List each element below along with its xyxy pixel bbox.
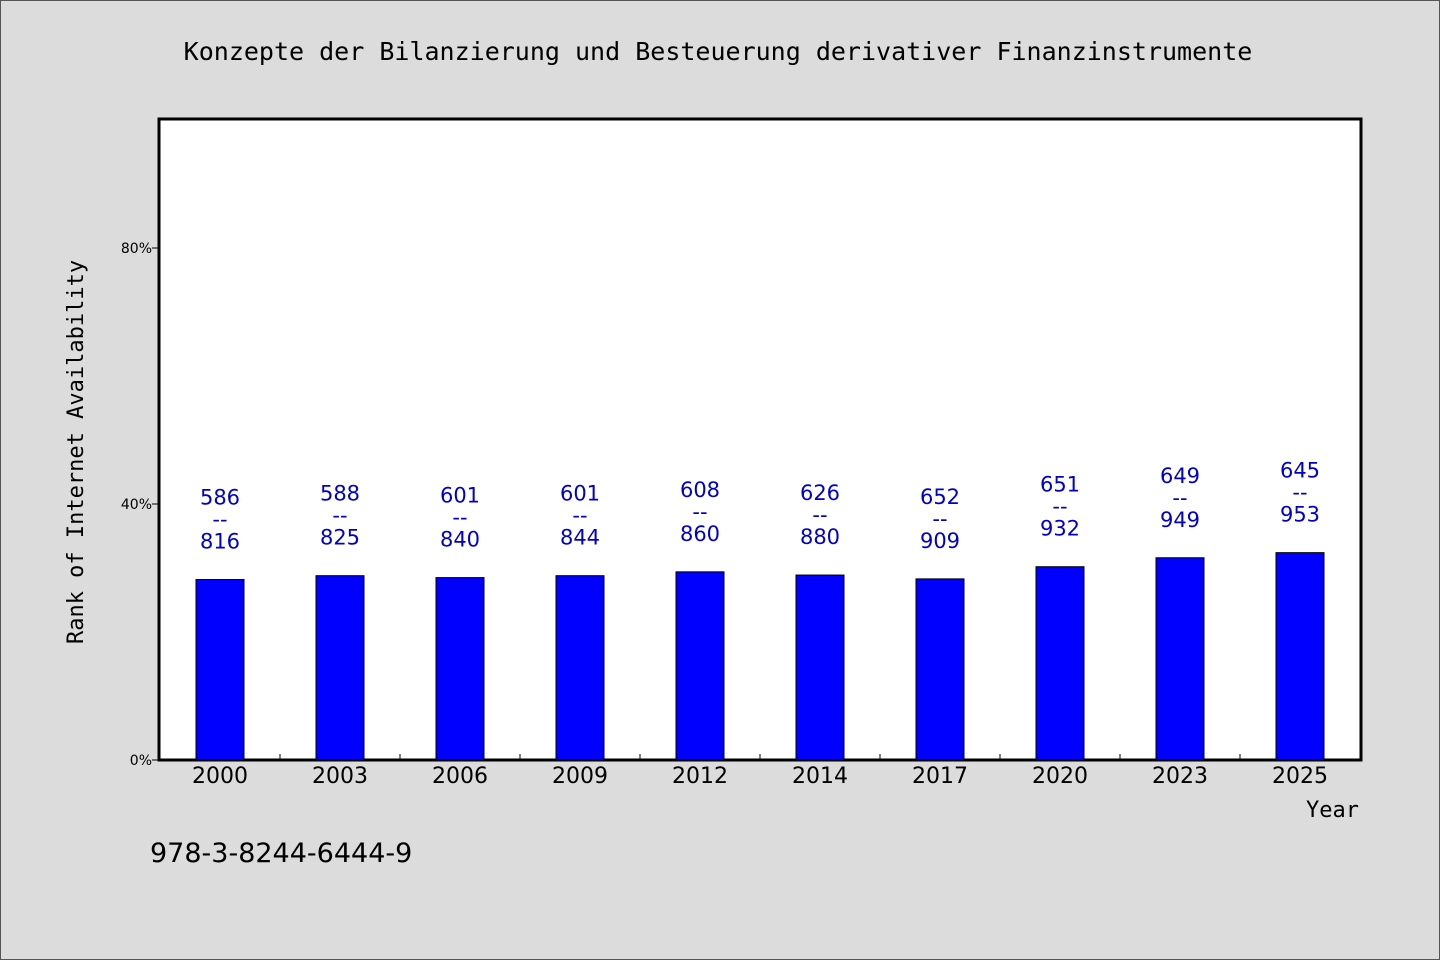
- x-tick-label-2009: 2009: [552, 764, 608, 789]
- bar-2017: [915, 578, 965, 761]
- y-axis: 0% 40% 80%: [121, 241, 160, 769]
- bar-label-bottom-2014: 880: [800, 525, 840, 549]
- x-axis-label: Year: [1306, 798, 1359, 823]
- bar-2009: [555, 575, 605, 761]
- bar-label-separator-2023: --: [1172, 486, 1187, 510]
- bars-group: [195, 552, 1325, 761]
- bar-label-top-2017: 652: [920, 485, 960, 509]
- bar-label-separator-2000: --: [212, 508, 227, 532]
- bar-2014: [795, 574, 845, 761]
- x-tick-label-2020: 2020: [1032, 764, 1088, 789]
- bar-2000: [195, 579, 245, 761]
- bar-labels-group: 586--816588--825601--840601--844608--860…: [200, 459, 1320, 554]
- bar-2020: [1035, 566, 1085, 761]
- y-tick-label-0: 0%: [130, 753, 152, 769]
- bar-label-bottom-2006: 840: [440, 528, 480, 552]
- x-tick-label-2014: 2014: [792, 764, 848, 789]
- bar-label-top-2014: 626: [800, 481, 840, 505]
- bar-2006: [435, 577, 485, 761]
- x-axis: 2000 2003 2006 2009 2012 2014 2017 2020 2023 2025: [192, 754, 1328, 789]
- bar-label-top-2000: 586: [200, 486, 240, 510]
- x-tick-label-2012: 2012: [672, 764, 728, 789]
- chart-title: Konzepte der Bilanzierung und Besteuerun…: [184, 37, 1253, 66]
- bar-label-top-2003: 588: [320, 482, 360, 506]
- y-tick-label-40: 40%: [121, 497, 152, 513]
- x-tick-label-2006: 2006: [432, 764, 488, 789]
- bar-label-separator-2025: --: [1292, 481, 1307, 505]
- bar-2012: [675, 571, 725, 761]
- bar-label-top-2006: 601: [440, 484, 480, 508]
- x-tick-label-2000: 2000: [192, 764, 248, 789]
- bar-label-bottom-2009: 844: [560, 526, 600, 550]
- bar-label-bottom-2023: 949: [1160, 508, 1200, 532]
- bar-label-separator-2012: --: [692, 500, 707, 524]
- bar-label-separator-2003: --: [332, 504, 347, 528]
- bar-label-bottom-2012: 860: [680, 522, 720, 546]
- x-tick-label-2003: 2003: [312, 764, 368, 789]
- isbn-footer: 978-3-8244-6444-9: [150, 838, 412, 869]
- bar-label-separator-2017: --: [932, 507, 947, 531]
- bar-2025: [1275, 552, 1325, 761]
- bar-label-top-2012: 608: [680, 478, 720, 502]
- bar-label-bottom-2003: 825: [320, 526, 360, 550]
- bar-label-bottom-2017: 909: [920, 529, 960, 553]
- bar-label-top-2020: 651: [1040, 473, 1080, 497]
- bar-label-separator-2020: --: [1052, 495, 1067, 519]
- bar-label-top-2023: 649: [1160, 464, 1200, 488]
- bar-2003: [315, 575, 365, 761]
- bar-2023: [1155, 557, 1205, 761]
- y-tick-label-80: 80%: [121, 241, 152, 257]
- bar-label-bottom-2000: 816: [200, 530, 240, 554]
- x-tick-label-2025: 2025: [1272, 764, 1328, 789]
- bar-label-bottom-2020: 932: [1040, 517, 1080, 541]
- y-axis-label: Rank of Internet Availability: [64, 260, 89, 644]
- x-tick-label-2023: 2023: [1152, 764, 1208, 789]
- bar-label-separator-2014: --: [812, 503, 827, 527]
- bar-label-top-2009: 601: [560, 482, 600, 506]
- bar-label-separator-2009: --: [572, 504, 587, 528]
- bar-label-top-2025: 645: [1280, 459, 1320, 483]
- bar-label-separator-2006: --: [452, 506, 467, 530]
- bar-label-bottom-2025: 953: [1280, 503, 1320, 527]
- x-tick-label-2017: 2017: [912, 764, 968, 789]
